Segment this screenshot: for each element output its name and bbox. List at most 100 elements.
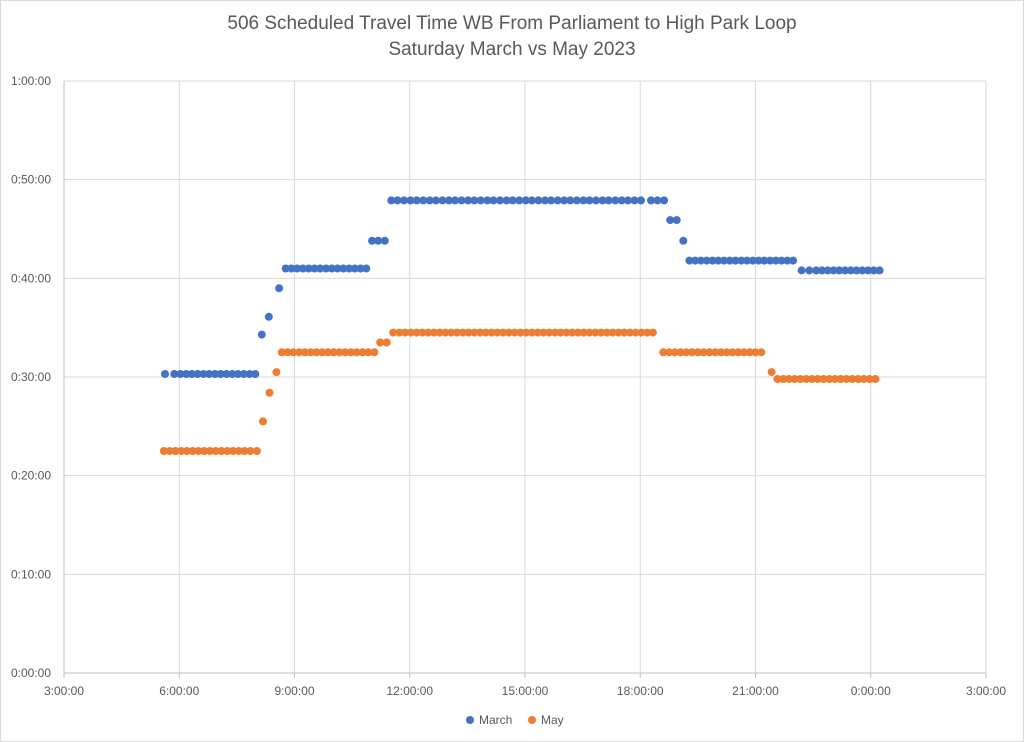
march-point	[170, 370, 179, 378]
may-point	[614, 328, 623, 337]
march-point	[720, 256, 728, 265]
y-tick-label: 0:00:00	[11, 666, 51, 680]
may-point	[836, 375, 845, 383]
may-point	[711, 348, 720, 357]
march-point	[696, 256, 705, 265]
may-point	[504, 328, 513, 337]
march-point	[553, 196, 562, 205]
may-point	[539, 328, 548, 337]
may-point	[430, 328, 438, 337]
may-point	[648, 328, 657, 337]
may-point	[693, 348, 702, 357]
march-point	[438, 196, 447, 205]
y-tick-label: 0:40:00	[11, 271, 51, 285]
may-point	[740, 348, 748, 357]
march-point	[368, 236, 377, 245]
may-point	[670, 348, 679, 357]
may-point	[265, 388, 274, 397]
y-tick-label: 1:00:00	[11, 74, 51, 88]
may-point	[272, 368, 281, 377]
may-point	[688, 348, 697, 357]
may-point	[734, 348, 743, 357]
march-point	[333, 264, 342, 273]
march-point	[846, 266, 855, 275]
march-point	[287, 264, 296, 273]
legend: March May	[466, 713, 564, 727]
may-point	[533, 328, 542, 337]
march-point	[339, 264, 348, 273]
may-point	[358, 348, 367, 357]
legend-marker-may	[528, 716, 536, 724]
may-point	[631, 328, 640, 337]
x-tick-label: 3:00:00	[966, 684, 1006, 698]
march-point	[666, 216, 675, 225]
may-point	[551, 328, 559, 337]
may-point	[188, 447, 197, 455]
x-tick-label: 0:00:00	[851, 684, 891, 698]
legend-marker-march	[466, 716, 474, 724]
gridlines	[64, 80, 987, 673]
march-point	[316, 264, 325, 273]
may-point	[283, 348, 292, 357]
may-point	[200, 447, 209, 455]
may-point	[802, 375, 811, 383]
may-point	[643, 328, 652, 337]
march-point	[293, 264, 302, 273]
march-point	[777, 256, 786, 265]
march-point	[234, 370, 242, 378]
may-point	[177, 447, 186, 455]
march-point	[508, 196, 517, 205]
march-point	[345, 264, 354, 273]
may-point	[859, 375, 868, 383]
march-point	[731, 256, 740, 265]
may-point	[441, 328, 450, 337]
march-point	[356, 264, 365, 273]
x-tick-label: 15:00:00	[502, 684, 549, 698]
march-point	[199, 370, 208, 378]
may-point	[418, 328, 427, 337]
may-point	[808, 375, 816, 383]
march-point	[245, 370, 254, 378]
may-point	[751, 348, 760, 357]
may-point	[773, 375, 782, 383]
may-point	[579, 328, 588, 337]
may-point	[347, 348, 355, 357]
march-point	[322, 264, 330, 273]
may-point	[796, 375, 805, 383]
may-point	[223, 447, 232, 455]
march-point	[451, 196, 460, 205]
march-point	[310, 264, 319, 273]
march-point	[691, 256, 700, 265]
march-point	[406, 196, 415, 205]
x-tick-label: 9:00:00	[274, 684, 314, 698]
may-point	[831, 375, 839, 383]
chart-title: 506 Scheduled Travel Time WB From Parlia…	[227, 13, 797, 34]
march-point	[350, 264, 359, 273]
march-point	[380, 236, 389, 245]
may-point	[813, 375, 822, 383]
may-point	[395, 328, 404, 337]
may-point	[608, 328, 617, 337]
may-point	[659, 348, 668, 357]
march-point	[304, 264, 313, 273]
march-point	[534, 196, 543, 205]
may-point	[464, 328, 473, 337]
may-point	[217, 447, 226, 455]
may-point	[562, 328, 571, 337]
may-point	[545, 328, 554, 337]
march-point	[275, 284, 284, 293]
may-point	[745, 348, 754, 357]
march-point	[858, 266, 867, 275]
may-point	[757, 348, 766, 357]
may-point	[625, 328, 634, 337]
may-point	[159, 447, 168, 455]
march-point	[604, 196, 613, 205]
may-point	[499, 328, 508, 337]
may-point	[476, 328, 485, 337]
may-point	[728, 348, 737, 357]
march-point	[579, 196, 588, 205]
march-point	[637, 196, 645, 205]
march-point	[611, 196, 620, 205]
march-point	[257, 330, 266, 339]
march-point	[647, 196, 655, 205]
